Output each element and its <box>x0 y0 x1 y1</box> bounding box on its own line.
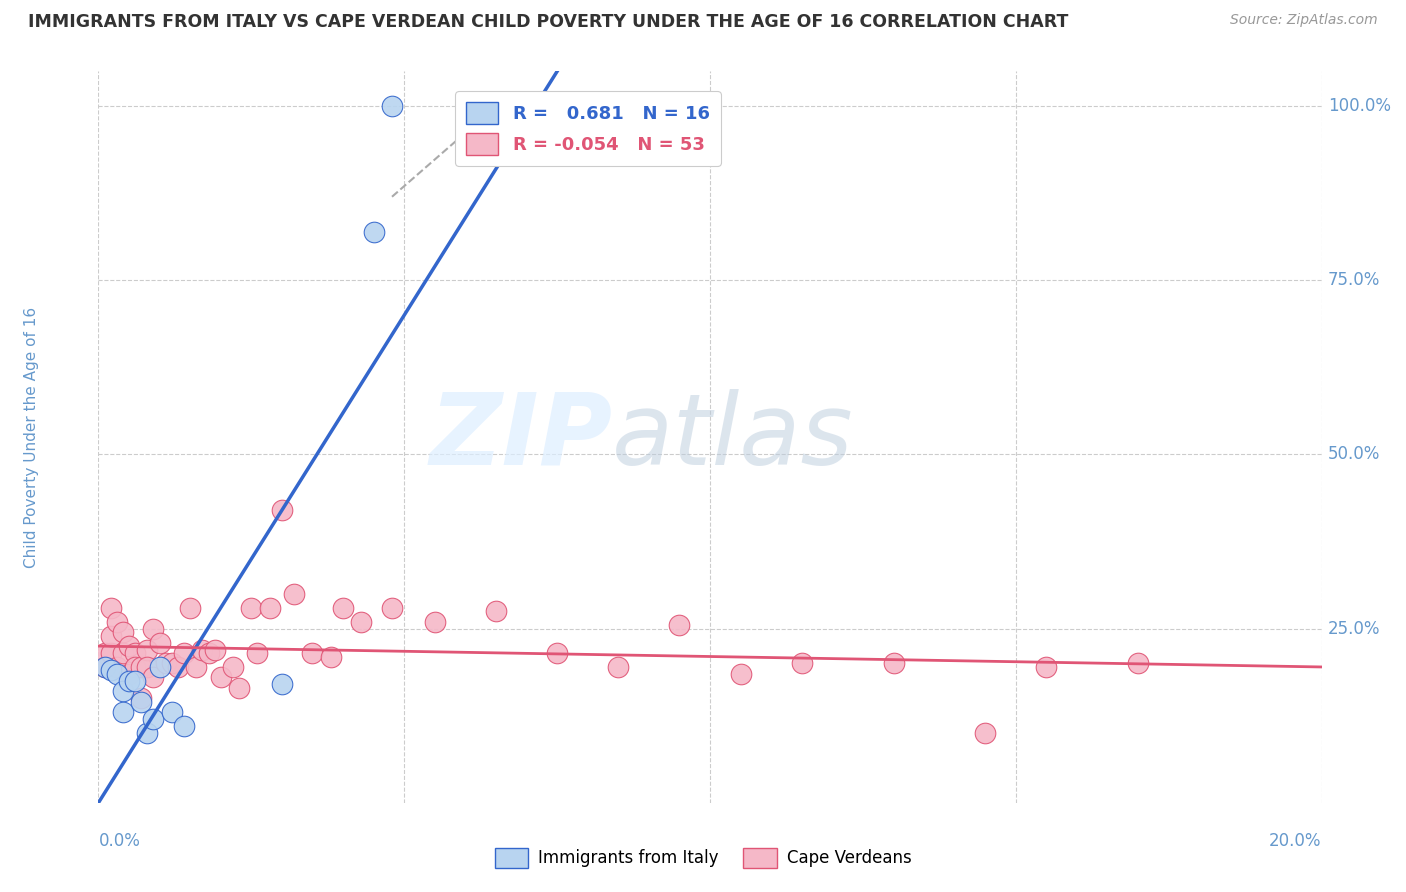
Point <box>332 600 354 615</box>
Point <box>319 649 342 664</box>
Point <box>485 604 508 618</box>
Point <box>100 600 122 615</box>
Legend: R =   0.681   N = 16, R = -0.054   N = 53: R = 0.681 N = 16, R = -0.054 N = 53 <box>456 91 720 166</box>
Point <box>142 712 165 726</box>
Point <box>381 600 404 615</box>
Point <box>118 673 141 688</box>
Point <box>100 629 122 643</box>
Point <box>124 646 146 660</box>
Point <box>100 646 122 660</box>
Point <box>167 660 190 674</box>
Point <box>160 705 183 719</box>
Point <box>246 646 269 660</box>
Point <box>105 667 128 681</box>
Point <box>423 615 446 629</box>
Point <box>240 600 263 615</box>
Point <box>124 673 146 688</box>
Point <box>197 646 219 660</box>
Point <box>363 225 385 239</box>
Text: Source: ZipAtlas.com: Source: ZipAtlas.com <box>1230 13 1378 28</box>
Point <box>270 503 292 517</box>
Text: 100.0%: 100.0% <box>1327 97 1391 115</box>
Point <box>1128 657 1150 671</box>
Point <box>381 99 404 113</box>
Point <box>93 646 115 660</box>
Point <box>111 684 134 698</box>
Point <box>259 600 281 615</box>
Point <box>118 667 141 681</box>
Point <box>607 660 630 674</box>
Point <box>350 615 373 629</box>
Point <box>209 670 232 684</box>
Point <box>149 660 172 674</box>
Point <box>160 657 183 671</box>
Point <box>974 726 997 740</box>
Point <box>129 695 152 709</box>
Point <box>191 642 214 657</box>
Point <box>730 667 752 681</box>
Point <box>790 657 813 671</box>
Point <box>105 615 128 629</box>
Text: atlas: atlas <box>612 389 853 485</box>
Point <box>179 600 201 615</box>
Point <box>283 587 305 601</box>
Point <box>228 681 250 695</box>
Point <box>111 646 134 660</box>
Text: 75.0%: 75.0% <box>1327 271 1381 289</box>
Point <box>142 670 165 684</box>
Point <box>118 639 141 653</box>
Point <box>222 660 245 674</box>
Text: 50.0%: 50.0% <box>1327 445 1381 464</box>
Point <box>546 646 568 660</box>
Point <box>129 691 152 706</box>
Text: 25.0%: 25.0% <box>1327 620 1381 638</box>
Point <box>136 642 159 657</box>
Point <box>883 657 905 671</box>
Point <box>155 657 177 671</box>
Point <box>142 622 165 636</box>
Text: Child Poverty Under the Age of 16: Child Poverty Under the Age of 16 <box>24 307 38 567</box>
Point <box>105 660 128 674</box>
Point <box>136 660 159 674</box>
Point <box>186 660 208 674</box>
Point <box>111 705 134 719</box>
Text: 0.0%: 0.0% <box>98 832 141 850</box>
Point <box>668 618 690 632</box>
Point <box>149 635 172 649</box>
Point <box>111 625 134 640</box>
Text: IMMIGRANTS FROM ITALY VS CAPE VERDEAN CHILD POVERTY UNDER THE AGE OF 16 CORRELAT: IMMIGRANTS FROM ITALY VS CAPE VERDEAN CH… <box>28 13 1069 31</box>
Point <box>173 646 195 660</box>
Point <box>100 664 122 678</box>
Point <box>129 660 152 674</box>
Point <box>301 646 323 660</box>
Text: ZIP: ZIP <box>429 389 612 485</box>
Point <box>270 677 292 691</box>
Point <box>204 642 226 657</box>
Point <box>136 726 159 740</box>
Text: 20.0%: 20.0% <box>1270 832 1322 850</box>
Point <box>124 660 146 674</box>
Legend: Immigrants from Italy, Cape Verdeans: Immigrants from Italy, Cape Verdeans <box>488 841 918 875</box>
Point <box>93 660 115 674</box>
Point <box>93 660 115 674</box>
Point <box>173 719 195 733</box>
Point <box>1035 660 1057 674</box>
